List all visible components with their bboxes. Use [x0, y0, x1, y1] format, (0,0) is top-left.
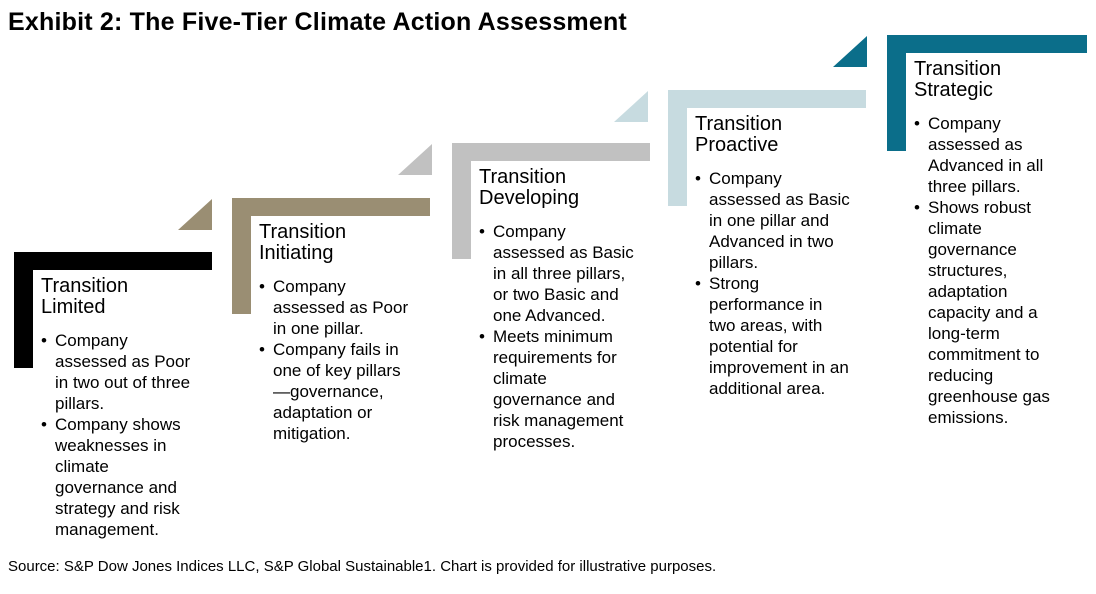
tier-content: Transition Initiating Company assessed a… [259, 222, 415, 444]
tier-bullets: Company assessed as Poor in one pillar. … [259, 276, 415, 444]
tier-bullets: Company assessed as Advanced in all thre… [914, 113, 1070, 428]
step-up-triangle-icon [178, 199, 212, 230]
step-bar-horizontal [887, 35, 1087, 53]
tier-content: Transition Developing Company assessed a… [479, 167, 635, 452]
step-up-triangle-icon [833, 36, 867, 67]
tier-bullets: Company assessed as Basic in all three p… [479, 221, 635, 452]
step-bar-vertical [668, 90, 687, 206]
tier-bullet: Company assessed as Basic in all three p… [479, 221, 635, 326]
step-bar-vertical [232, 198, 251, 314]
tier-bullet: Company assessed as Advanced in all thre… [914, 113, 1070, 197]
tier-bullet: Shows robust climate governance structur… [914, 197, 1070, 428]
source-note: Source: S&P Dow Jones Indices LLC, S&P G… [8, 558, 717, 575]
tier-bullet: Company assessed as Poor in two out of t… [41, 330, 197, 414]
tier-title: Transition Limited [41, 275, 129, 318]
tier-title: Transition Proactive [695, 113, 783, 156]
tier-title: Transition Strategic [914, 58, 1002, 101]
tier-bullet: Company assessed as Poor in one pillar. [259, 276, 415, 339]
step-bar-vertical [14, 252, 33, 368]
tier-bullet: Meets minimum requirements for climate g… [479, 326, 635, 452]
step-up-triangle-icon [398, 144, 432, 175]
tier-bullets: Company assessed as Poor in two out of t… [41, 330, 197, 540]
step-bar-horizontal [452, 143, 650, 161]
step-bar-horizontal [668, 90, 866, 108]
tier-bullets: Company assessed as Basic in one pillar … [695, 168, 851, 399]
step-up-triangle-icon [614, 91, 648, 122]
exhibit-title: Exhibit 2: The Five-Tier Climate Action … [8, 8, 627, 36]
tier-title: Transition Developing [479, 166, 580, 209]
tier-bullet: Company shows weaknesses in climate gove… [41, 414, 197, 540]
tier-bullet: Company assessed as Basic in one pillar … [695, 168, 851, 273]
tier-content: Transition Limited Company assessed as P… [41, 276, 197, 540]
tier-content: Transition Strategic Company assessed as… [914, 59, 1070, 428]
step-bar-vertical [887, 35, 906, 151]
tier-title: Transition Initiating [259, 221, 347, 264]
tier-bullet: Strong performance in two areas, with po… [695, 273, 851, 399]
step-bar-vertical [452, 143, 471, 259]
tier-bullet: Company fails in one of key pillars—gove… [259, 339, 415, 444]
step-bar-horizontal [232, 198, 430, 216]
step-bar-horizontal [14, 252, 212, 270]
tier-content: Transition Proactive Company assessed as… [695, 114, 851, 399]
